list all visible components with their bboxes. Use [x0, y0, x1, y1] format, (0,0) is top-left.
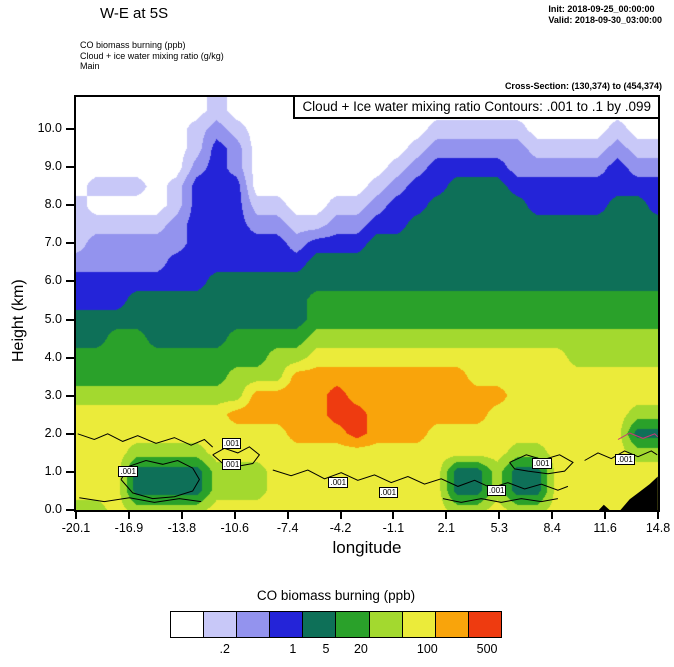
colorbar-cell [303, 612, 337, 637]
x-tick-label: -13.8 [167, 521, 197, 535]
x-tick [180, 512, 183, 519]
y-tick [66, 432, 74, 435]
colorbar-cell [270, 612, 304, 637]
y-tick-label: 1.0 [44, 463, 62, 478]
y-tick [66, 280, 74, 283]
colorbar-title: CO biomass burning (ppb) [256, 588, 416, 603]
cloud-contour-line [120, 459, 200, 500]
x-tick [233, 512, 236, 519]
x-tick [339, 512, 342, 519]
valid-time: Valid: 2018-09-30_03:00:00 [548, 15, 662, 25]
contour-info-box: Cloud + Ice water mixing ratio Contours:… [293, 95, 660, 119]
colorbar-tick-label: .2 [219, 642, 230, 656]
x-tick-label: 8.4 [543, 521, 561, 535]
cross-section-label: Cross-Section: (130,374) to (454,374) [504, 81, 662, 91]
colorbar [170, 611, 502, 638]
field-contoured: Cloud + ice water mixing ratio (g/kg) [80, 50, 224, 61]
y-tick [66, 509, 74, 511]
field-domain: Main [80, 61, 100, 71]
cloud-contour-label: .001 [378, 486, 399, 498]
y-tick [66, 394, 74, 397]
cloud-contour-label: .001 [486, 484, 507, 496]
x-tick-label: 2.1 [437, 521, 456, 535]
field-shaded: CO biomass burning (ppb) [80, 40, 186, 50]
cloud-contour-line [584, 450, 658, 461]
cloud-contour-label: .001 [221, 459, 242, 471]
x-tick [657, 512, 659, 519]
x-tick [445, 512, 448, 519]
x-tick-label: -10.6 [220, 521, 249, 535]
colorbar-cell [402, 612, 436, 637]
init-time: Init: 2018-09-25_00:00:00 [548, 4, 655, 14]
cloud-contour-label: .001 [328, 476, 349, 488]
page-title: W-E at 5S [100, 5, 169, 22]
x-tick-label: 14.8 [645, 521, 671, 535]
cloud-contour-label: .001 [221, 438, 242, 450]
colorbar-cell [237, 612, 271, 637]
cloud-contour-line [617, 432, 658, 440]
y-tick [66, 128, 74, 130]
y-tick-label: 2.0 [44, 425, 62, 440]
y-tick-label: 0.0 [44, 502, 62, 516]
colorbar-tick-label: 20 [353, 642, 368, 656]
x-tick-label: -4.2 [329, 521, 352, 535]
x-tick [498, 512, 501, 519]
colorbar-tick-label: 1 [289, 642, 297, 656]
cloud-contour-label: .001 [531, 458, 552, 470]
colorbar-cell [435, 612, 469, 637]
y-tick [66, 318, 74, 321]
cloud-contour-line [79, 497, 202, 503]
y-tick [66, 242, 74, 245]
x-tick [392, 512, 395, 519]
y-tick-label: 6.0 [44, 273, 62, 288]
colorbar-cell [204, 612, 238, 637]
y-tick-label: 4.0 [44, 349, 62, 364]
cloud-contour-label: .001 [118, 465, 138, 477]
x-tick-label: -20.1 [61, 521, 91, 535]
terrain-silhouette [620, 476, 658, 510]
colorbar-cell [468, 612, 501, 637]
terrain-silhouette [598, 504, 610, 510]
y-tick [66, 356, 74, 359]
cloud-contour-label: .001 [615, 453, 635, 465]
y-tick [66, 204, 74, 207]
x-tick-label: -7.4 [276, 521, 299, 535]
y-tick [66, 166, 74, 169]
x-tick [286, 512, 289, 519]
contour-overlay [77, 432, 658, 510]
y-tick-label: 7.0 [44, 235, 62, 250]
cloud-contour-line [272, 469, 569, 491]
x-tick-label: -1.1 [382, 521, 405, 535]
y-tick-label: 10.0 [37, 121, 62, 135]
cloud-contour-line [509, 454, 574, 475]
colorbar-tick-label: 500 [476, 642, 498, 656]
y-tick-label: 8.0 [44, 197, 62, 212]
x-tick [604, 512, 607, 519]
x-tick-label: 11.6 [593, 521, 617, 535]
x-tick [551, 512, 554, 519]
y-tick-label: 9.0 [44, 159, 62, 174]
colorbar-cell [369, 612, 403, 637]
cloud-contour-labels-layer: .001 .001 .001 .001 .001 .001 .001 .001 [76, 97, 658, 510]
y-tick-label: 5.0 [44, 311, 62, 326]
x-tick [127, 512, 130, 519]
colorbar-tick-label: 5 [322, 642, 330, 656]
colorbar-cell [336, 612, 370, 637]
x-tick [75, 512, 77, 519]
colorbar-tick-label: 100 [416, 642, 438, 656]
y-tick [66, 470, 74, 473]
field-list: CO biomass burning (ppb) Cloud + ice wat… [80, 40, 224, 72]
plot-area: .001 .001 .001 .001 .001 .001 .001 .001 Cloud +… [74, 95, 660, 512]
cloud-contour-line [77, 433, 214, 448]
co-shaded-field-canvas [76, 97, 658, 510]
y-tick-label: 3.0 [44, 387, 62, 402]
run-times: Init: 2018-09-25_00:00:00 Valid: 2018-09… [548, 4, 662, 26]
colorbar-cell [171, 612, 205, 637]
cloud-contour-line [442, 498, 558, 503]
x-axis-title: longitude [332, 538, 402, 557]
x-tick-label: -16.9 [114, 521, 144, 535]
x-tick-label: 5.3 [490, 521, 508, 535]
